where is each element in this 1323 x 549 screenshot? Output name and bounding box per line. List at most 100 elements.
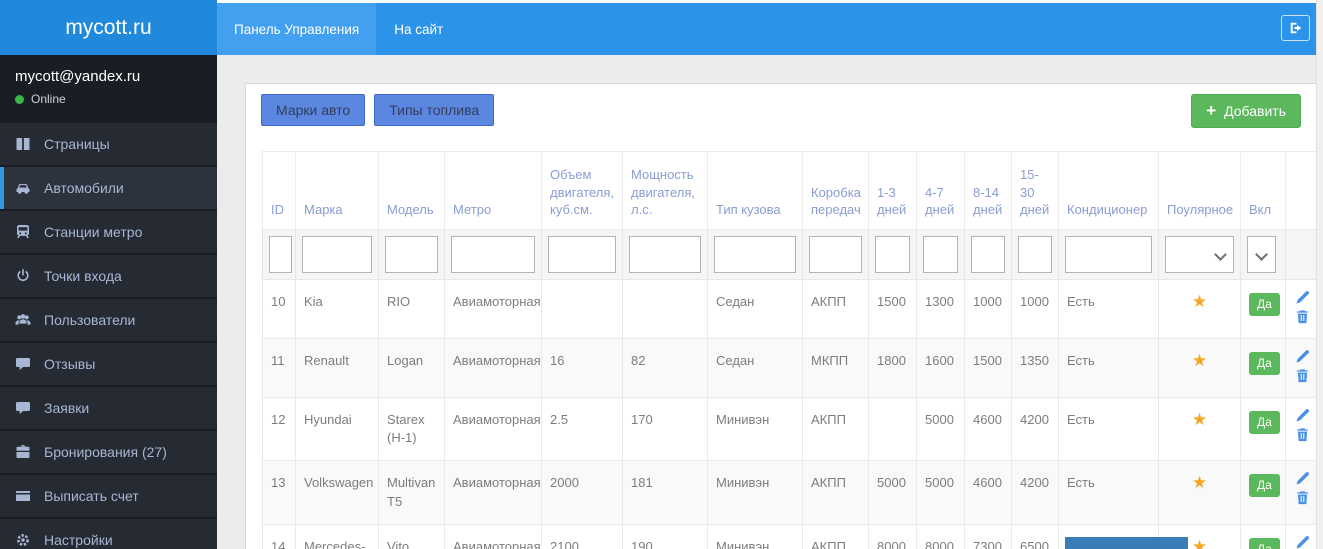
cell-d47: 5000 [916,396,965,462]
sidebar-item-pages[interactable]: Страницы [0,123,217,165]
filter-ac-input[interactable] [1065,236,1152,273]
delete-button[interactable] [1295,368,1310,384]
cell-enabled: Да [1240,460,1286,525]
cell-enabled: Да [1240,279,1286,339]
cell-actions [1285,460,1316,525]
toolbar: Марки авто Типы топлива + Добавить [246,84,1316,151]
cell-volume: 2.5 [541,396,623,462]
cell-gearbox: АКПП [802,523,869,549]
star-icon: ★ [1191,292,1208,311]
table-header-row: ID Марка Модель Метро Объем двигателя, куб.с… [262,151,1316,230]
filter-brand-input[interactable] [302,236,372,273]
star-icon: ★ [1191,351,1208,370]
filter-enabled-select[interactable] [1247,236,1276,273]
edit-button[interactable] [1295,471,1310,487]
column-header[interactable]: Тип кузова [707,151,803,230]
delete-button[interactable] [1295,490,1310,506]
column-header[interactable]: Вкл [1240,151,1286,230]
delete-button[interactable] [1295,427,1310,443]
cell-d814: 1000 [964,279,1012,339]
column-header[interactable]: 1-3 дней [868,151,917,230]
cell-id: 12 [262,396,296,462]
users-icon [15,314,31,325]
trash-icon [1297,310,1308,324]
column-header-empty [1285,151,1316,230]
column-header[interactable]: 15-30 дней [1011,151,1059,230]
edit-button[interactable] [1295,349,1310,365]
content-box: Марки авто Типы топлива + Добавить ID Мар… [245,83,1317,549]
cell-d13: 5000 [868,460,917,525]
sidebar-item-metro[interactable]: Станции метро [0,211,217,253]
filter-days-4-7-input[interactable] [923,236,958,273]
sidebar-item-reviews[interactable]: Отзывы [0,343,217,385]
brand-logo[interactable]: mycott.ru [0,0,217,55]
edit-button[interactable] [1295,535,1310,549]
add-button[interactable]: + Добавить [1191,94,1301,128]
filter-gearbox-input[interactable] [809,236,862,273]
sign-out-icon [1290,22,1301,34]
sidebar-item-requests[interactable]: Заявки [0,387,217,429]
sidebar-item-entry-points[interactable]: Точки входа [0,255,217,297]
sidebar-item-label: Точки входа [44,268,122,284]
pencil-icon [1296,472,1309,485]
filter-days-15-30-input[interactable] [1018,236,1052,273]
column-header[interactable]: Кондиционер [1058,151,1159,230]
cell-power: 170 [622,396,708,462]
filter-volume-input[interactable] [548,236,616,273]
cell-d13: 1800 [868,338,917,398]
sidebar-item-cars[interactable]: Автомобили [0,167,217,209]
filter-days-8-14-input[interactable] [971,236,1005,273]
edit-button[interactable] [1295,408,1310,424]
scrollbar[interactable] [1316,0,1323,549]
sidebar-item-label: Автомобили [44,180,124,196]
edit-button[interactable] [1295,290,1310,306]
sidebar-item-users[interactable]: Пользователи [0,299,217,341]
cell-enabled: Да [1240,396,1286,462]
cell-actions [1285,523,1316,549]
enabled-badge: Да [1249,293,1280,316]
cell-d814: 7300 [964,523,1012,549]
column-header[interactable]: Коробка передач [802,151,869,230]
sidebar-item-settings[interactable]: Настройки [0,519,217,549]
column-header[interactable]: Поулярное [1158,151,1241,230]
filter-metro-input[interactable] [451,236,535,273]
cell-gearbox: АКПП [802,460,869,525]
nav-control-panel[interactable]: Панель Управления [217,3,377,55]
column-header[interactable]: 8-14 дней [964,151,1012,230]
sidebar-item-bookings[interactable]: Бронирования (27) [0,431,217,473]
filter-popular-select[interactable] [1165,236,1234,273]
trash-icon [1297,369,1308,383]
fuel-types-button[interactable]: Типы топлива [374,94,495,126]
cell-d47: 1600 [916,338,965,398]
column-header[interactable]: 4-7 дней [916,151,965,230]
column-header[interactable]: Объем двигателя, куб.см. [541,151,623,230]
column-header[interactable]: Мощность двигателя, л.с. [622,151,708,230]
trash-icon [1297,491,1308,505]
cell-d1530: 1350 [1011,338,1059,398]
cell-id: 13 [262,460,296,525]
cell-volume: 2100 [541,523,623,549]
cell-model: Starex (H-1) [378,396,445,462]
cell-metro: Авиамоторная [444,279,542,339]
column-header[interactable]: Модель [378,151,445,230]
filter-days-1-3-input[interactable] [875,236,910,273]
sidebar-item-invoice[interactable]: Выписать счет [0,475,217,517]
cell-gearbox: АКПП [802,279,869,339]
plus-icon: + [1206,101,1217,121]
column-header[interactable]: ID [262,151,296,230]
nav-to-site[interactable]: На сайт [394,21,444,37]
cell-d1530: 4200 [1011,460,1059,525]
filter-model-input[interactable] [385,236,438,273]
table-row: 12 Hyundai Starex (H-1) Авиамоторная 2.5 170 М… [262,396,1316,462]
cell-metro: Авиамоторная [444,460,542,525]
delete-button[interactable] [1295,309,1310,325]
logout-button[interactable] [1281,15,1310,41]
column-header[interactable]: Марка [295,151,379,230]
cell-brand: Kia [295,279,379,339]
car-brands-button[interactable]: Марки авто [261,94,366,126]
filter-power-input[interactable] [629,236,701,273]
filter-id-input[interactable] [269,236,292,273]
car-icon [16,184,30,194]
filter-body-input[interactable] [714,236,796,273]
column-header[interactable]: Метро [444,151,542,230]
